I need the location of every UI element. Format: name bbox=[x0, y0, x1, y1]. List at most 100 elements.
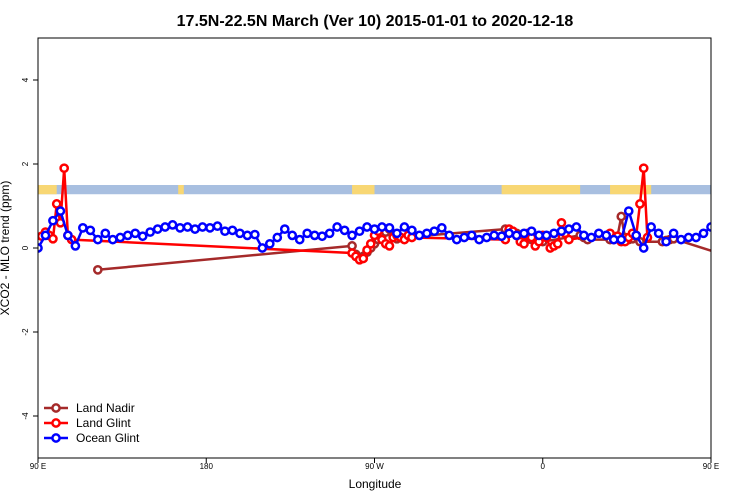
point-ocean-glint bbox=[541, 230, 552, 241]
point-ocean-glint bbox=[623, 206, 634, 216]
point-ocean-glint bbox=[549, 228, 559, 239]
point-ocean-glint bbox=[324, 228, 335, 239]
point-land-glint bbox=[365, 238, 376, 249]
legend-item-land-nadir: Land Nadir bbox=[44, 401, 135, 415]
point-ocean-glint bbox=[197, 222, 208, 232]
point-ocean-glint bbox=[496, 231, 507, 242]
point-ocean-glint bbox=[608, 234, 619, 245]
point-ocean-glint bbox=[287, 230, 298, 241]
point-ocean-glint bbox=[384, 222, 395, 233]
point-ocean-glint bbox=[601, 230, 612, 241]
chart-title: 17.5N-22.5N March (Ver 10) 2015-01-01 to… bbox=[177, 13, 574, 30]
point-ocean-glint bbox=[444, 230, 455, 241]
point-ocean-glint bbox=[399, 222, 410, 232]
point-ocean-glint bbox=[70, 241, 81, 251]
point-ocean-glint bbox=[279, 224, 290, 234]
point-land-glint bbox=[638, 163, 649, 174]
point-ocean-glint bbox=[407, 225, 417, 236]
point-ocean-glint bbox=[676, 234, 686, 245]
land-band-3 bbox=[501, 185, 581, 195]
point-ocean-glint bbox=[556, 226, 567, 237]
point-ocean-glint bbox=[339, 225, 350, 236]
y-axis: -4 -2 0 2 4 bbox=[21, 77, 38, 420]
series-land-glint bbox=[38, 163, 653, 265]
point-ocean-glint bbox=[354, 226, 365, 237]
point-ocean-glint bbox=[571, 222, 582, 232]
series-ocean-glint bbox=[38, 206, 711, 253]
land-band-4 bbox=[610, 185, 652, 195]
point-ocean-glint bbox=[706, 222, 711, 232]
land-band-1 bbox=[178, 185, 184, 195]
series-layer bbox=[38, 163, 711, 275]
y-axis-label: XCO2 - MLO trend (ppm) bbox=[0, 181, 12, 316]
point-ocean-glint bbox=[489, 230, 499, 241]
point-ocean-glint bbox=[586, 232, 597, 243]
point-ocean-glint bbox=[130, 228, 141, 239]
point-ocean-glint bbox=[40, 230, 51, 241]
x-axis: 90 E 180 90 W 0 90 E bbox=[30, 458, 719, 471]
point-ocean-glint bbox=[511, 230, 522, 241]
point-ocean-glint bbox=[250, 229, 260, 240]
legend-marker-land-nadir bbox=[51, 403, 61, 413]
legend-marker-land-glint bbox=[51, 418, 61, 428]
legend-item-land-glint: Land Glint bbox=[44, 416, 131, 430]
x-tick-label: 180 bbox=[200, 462, 214, 471]
point-ocean-glint bbox=[100, 228, 111, 239]
point-ocean-glint bbox=[182, 222, 193, 232]
point-ocean-glint bbox=[564, 224, 574, 234]
point-ocean-glint bbox=[362, 222, 372, 232]
point-ocean-glint bbox=[92, 234, 103, 245]
point-ocean-glint bbox=[242, 230, 253, 241]
point-ocean-glint bbox=[145, 227, 156, 237]
point-ocean-glint bbox=[392, 228, 402, 239]
point-land-nadir bbox=[616, 211, 627, 222]
y-tick-label: 4 bbox=[21, 77, 30, 82]
point-ocean-glint bbox=[668, 228, 679, 239]
point-ocean-glint bbox=[175, 222, 185, 233]
point-land-glint bbox=[59, 163, 70, 174]
point-ocean-glint bbox=[55, 206, 66, 216]
point-ocean-glint bbox=[631, 230, 642, 241]
legend-label-land-nadir: Land Nadir bbox=[76, 401, 135, 415]
point-ocean-glint bbox=[212, 221, 223, 232]
point-ocean-glint bbox=[534, 230, 544, 241]
point-ocean-glint bbox=[481, 232, 492, 243]
legend-marker-ocean-glint bbox=[51, 433, 61, 443]
point-ocean-glint bbox=[302, 228, 313, 239]
series-land-nadir bbox=[92, 211, 711, 275]
landmask-strip bbox=[38, 185, 711, 195]
point-ocean-glint bbox=[137, 231, 148, 242]
point-ocean-glint bbox=[122, 230, 133, 241]
point-ocean-glint bbox=[593, 228, 604, 239]
point-ocean-glint bbox=[167, 220, 178, 230]
land-band-0 bbox=[38, 185, 57, 195]
point-ocean-glint bbox=[107, 234, 118, 245]
point-ocean-glint bbox=[638, 243, 649, 253]
x-tick-label: 90 W bbox=[365, 462, 384, 471]
point-ocean-glint bbox=[579, 230, 589, 241]
point-ocean-glint bbox=[519, 228, 529, 239]
point-land-glint bbox=[48, 233, 58, 244]
point-ocean-glint bbox=[466, 230, 477, 241]
land-band-2 bbox=[352, 185, 375, 195]
point-ocean-glint bbox=[48, 215, 58, 226]
point-ocean-glint bbox=[369, 224, 380, 234]
x-tick-label: 0 bbox=[541, 462, 546, 471]
point-ocean-glint bbox=[160, 222, 170, 232]
point-ocean-glint bbox=[661, 236, 671, 247]
point-ocean-glint bbox=[227, 225, 238, 236]
x-tick-label: 90 E bbox=[30, 462, 46, 471]
legend-label-ocean-glint: Ocean Glint bbox=[76, 431, 140, 445]
point-land-glint bbox=[519, 238, 529, 249]
point-land-glint bbox=[556, 217, 567, 228]
point-ocean-glint bbox=[205, 222, 215, 233]
point-ocean-glint bbox=[220, 226, 230, 237]
point-ocean-glint bbox=[257, 243, 268, 253]
point-ocean-glint bbox=[698, 228, 709, 239]
point-ocean-glint bbox=[309, 230, 320, 241]
point-ocean-glint bbox=[85, 225, 96, 236]
x-tick-label: 90 E bbox=[703, 462, 719, 471]
x-axis-label: Longitude bbox=[349, 477, 402, 491]
point-ocean-glint bbox=[436, 222, 447, 233]
point-land-nadir bbox=[92, 264, 103, 275]
